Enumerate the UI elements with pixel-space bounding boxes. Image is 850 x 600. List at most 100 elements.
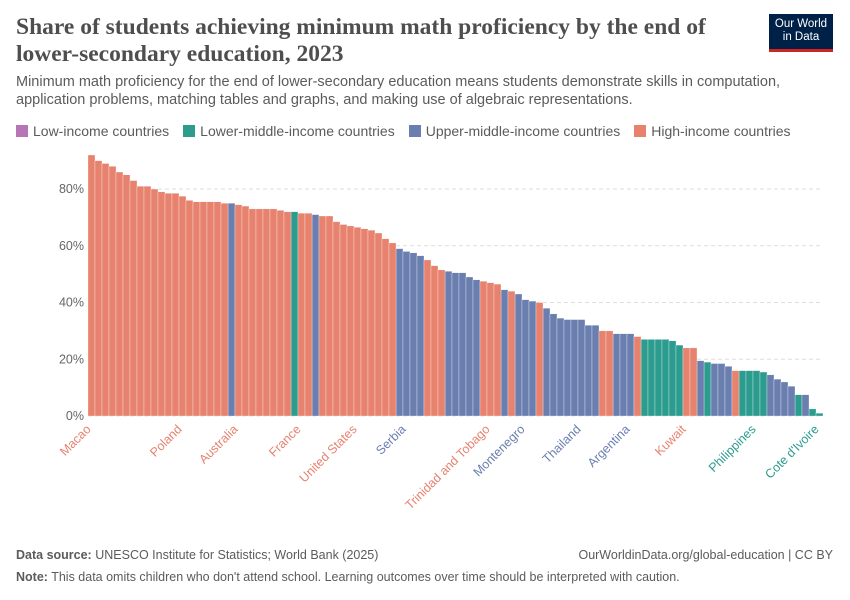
bar <box>808 408 817 417</box>
legend-item[interactable]: Lower-middle-income countries <box>183 123 395 139</box>
bar <box>444 271 453 417</box>
x-tick-label: Cote d'Ivoire <box>762 422 821 481</box>
chart-title: Share of students achieving minimum math… <box>16 14 706 67</box>
bar <box>416 255 425 417</box>
bar <box>206 201 215 417</box>
bar <box>661 339 670 417</box>
logo[interactable]: Our World in Data <box>769 14 833 52</box>
bar <box>591 325 600 417</box>
bar <box>227 203 236 417</box>
note-label: Note: <box>16 570 48 584</box>
bar <box>283 211 292 417</box>
bar <box>500 289 509 417</box>
bar <box>668 340 677 417</box>
bar <box>388 242 397 417</box>
note: Note: This data omits children who don't… <box>16 570 680 584</box>
bar <box>178 195 187 417</box>
bar <box>458 272 467 417</box>
bar <box>528 300 537 417</box>
bar <box>318 215 327 417</box>
bar <box>493 283 502 417</box>
x-tick-label: United States <box>297 422 360 485</box>
source: Data source: UNESCO Institute for Statis… <box>16 548 378 562</box>
bar <box>465 276 474 417</box>
bar <box>605 330 614 417</box>
legend-swatch <box>183 125 196 137</box>
source-text: UNESCO Institute for Statistics; World B… <box>95 548 379 562</box>
chart-subtitle: Minimum math proficiency for the end of … <box>16 74 781 108</box>
bar <box>612 333 621 417</box>
bar <box>717 363 726 417</box>
bar <box>87 154 96 417</box>
bar <box>451 272 460 417</box>
x-tick-label: Argentina <box>585 422 633 470</box>
x-tick-label: Poland <box>147 422 184 459</box>
bar <box>248 208 257 417</box>
bar <box>311 214 320 417</box>
bar <box>395 248 404 417</box>
x-tick-label: Thailand <box>540 422 584 466</box>
bar <box>213 201 222 417</box>
legend-item[interactable]: Low-income countries <box>16 123 169 139</box>
url[interactable]: OurWorldinData.org/global-education | CC… <box>578 548 833 562</box>
bar <box>171 193 180 417</box>
bar <box>94 160 103 417</box>
bar <box>766 374 775 417</box>
bar <box>143 186 152 417</box>
x-tick-label: Australia <box>196 422 240 466</box>
bar <box>577 319 586 417</box>
bar <box>360 228 369 417</box>
y-tick-label: 80% <box>59 182 84 196</box>
bar <box>626 333 635 417</box>
x-tick-label: Serbia <box>373 422 408 457</box>
bar <box>724 366 733 417</box>
bar <box>346 225 355 417</box>
bar <box>556 317 565 417</box>
bar <box>255 208 264 417</box>
bar <box>353 227 362 417</box>
bar <box>703 361 712 417</box>
legend-label: High-income countries <box>651 123 791 139</box>
bar <box>647 339 656 417</box>
bar <box>514 293 523 417</box>
bar <box>696 360 705 417</box>
bar <box>297 213 306 417</box>
bar <box>633 336 642 417</box>
bar <box>801 394 810 417</box>
bar <box>752 370 761 417</box>
bar <box>241 205 250 417</box>
bar <box>185 200 194 417</box>
legend-item[interactable]: High-income countries <box>634 123 791 139</box>
bar <box>115 171 124 417</box>
legend-item[interactable]: Upper-middle-income countries <box>408 123 620 139</box>
bar <box>129 180 138 417</box>
bar <box>689 347 698 417</box>
bar <box>731 370 740 417</box>
bar <box>472 279 481 417</box>
bar <box>220 203 229 417</box>
bar <box>325 215 334 417</box>
bar <box>675 344 684 417</box>
bar <box>402 251 411 417</box>
bar <box>276 210 285 417</box>
y-tick-label: 20% <box>59 352 84 366</box>
bar <box>780 381 789 417</box>
bar <box>570 319 579 417</box>
bar <box>794 394 803 417</box>
bar <box>437 269 446 417</box>
bar <box>542 308 551 417</box>
bar <box>381 238 390 417</box>
bar <box>157 191 166 417</box>
bar <box>682 347 691 417</box>
bar <box>598 330 607 417</box>
bar <box>430 265 439 417</box>
legend-swatch <box>408 125 421 137</box>
note-text: This data omits children who don't atten… <box>51 570 680 584</box>
bar <box>423 259 432 417</box>
bar <box>815 413 824 417</box>
y-tick-label: 40% <box>59 296 84 310</box>
bar <box>759 371 768 417</box>
bar <box>584 325 593 417</box>
bar <box>367 230 376 417</box>
